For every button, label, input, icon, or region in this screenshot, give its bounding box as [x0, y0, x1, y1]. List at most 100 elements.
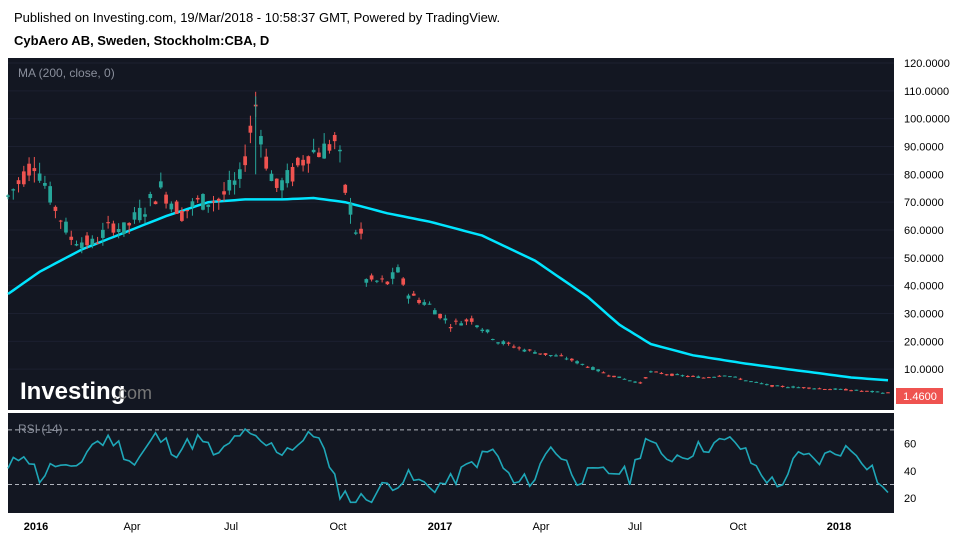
- candle-body: [791, 386, 795, 388]
- candle-body: [53, 206, 58, 211]
- candle-body: [411, 293, 416, 296]
- candle-body: [522, 349, 527, 352]
- candle-body: [680, 375, 685, 377]
- candle-body: [670, 373, 674, 376]
- candle-body: [585, 366, 590, 368]
- candle-body: [538, 353, 543, 355]
- candle-body: [664, 374, 669, 376]
- candle-body: [454, 320, 458, 322]
- candle-body: [27, 163, 31, 176]
- candle-body: [227, 179, 232, 191]
- candle-body: [95, 242, 100, 244]
- candle-body: [174, 201, 179, 214]
- candle-body: [148, 194, 153, 199]
- candle-body: [364, 279, 369, 283]
- price-tick-label: 120.0000: [904, 58, 950, 70]
- time-tick-label: Oct: [729, 521, 746, 533]
- time-tick-label: Jul: [628, 521, 642, 533]
- candle-body: [122, 222, 126, 234]
- candle-body: [490, 339, 495, 341]
- time-tick-label: Jul: [224, 521, 238, 533]
- candle-body: [701, 377, 706, 379]
- candle-body: [717, 375, 722, 377]
- candle-body: [127, 222, 132, 226]
- candle-body: [849, 390, 853, 392]
- candle-body: [290, 166, 295, 182]
- candle-body: [79, 242, 84, 249]
- candle-body: [385, 281, 390, 285]
- time-tick-label: Oct: [329, 521, 346, 533]
- candle-body: [90, 238, 95, 245]
- candle-body: [554, 355, 558, 357]
- candle-body: [517, 347, 521, 349]
- rsi-axis: 60 40 20: [904, 439, 916, 506]
- candle-body: [195, 197, 200, 200]
- candle-body: [301, 159, 305, 166]
- time-axis: 2016 Apr Jul Oct 2017 Apr Jul Oct 2018: [24, 521, 851, 533]
- candle-body: [58, 220, 63, 222]
- candle-body: [432, 310, 437, 315]
- candle-body: [201, 194, 205, 210]
- candle-body: [285, 170, 290, 184]
- candle-body: [448, 327, 453, 329]
- candle-body: [464, 319, 469, 322]
- candle-body: [506, 342, 511, 344]
- time-tick-label: 2016: [24, 521, 48, 533]
- candle-body: [622, 378, 627, 380]
- price-tick-label: 20.0000: [904, 336, 944, 348]
- candle-body: [222, 191, 226, 195]
- candle-body: [443, 318, 448, 321]
- rsi-line: [7, 427, 889, 504]
- candle-body: [685, 375, 690, 377]
- candle-body: [865, 390, 869, 392]
- candle-body: [870, 390, 875, 393]
- candle-body: [317, 152, 321, 158]
- price-tick-label: 50.0000: [904, 253, 944, 265]
- candle-body: [654, 371, 658, 373]
- candle-body: [380, 278, 384, 280]
- candle-body: [11, 189, 16, 191]
- candle-body: [475, 325, 479, 328]
- candle-body: [706, 377, 711, 379]
- candle-body: [844, 388, 848, 391]
- price-tick-label: 30.0000: [904, 309, 944, 321]
- time-tick-label: 2018: [827, 521, 851, 533]
- candle-body: [459, 323, 464, 326]
- ma-line-group: [7, 196, 889, 382]
- candle-body: [206, 204, 211, 207]
- candle-body: [338, 149, 342, 152]
- time-tick-label: Apr: [123, 521, 140, 533]
- candle-body: [691, 375, 695, 377]
- candle-body: [332, 134, 337, 142]
- last-price-badge: 1.4600: [896, 388, 943, 404]
- candle-body: [612, 375, 616, 378]
- candle-body: [306, 156, 311, 164]
- candle-body: [295, 157, 300, 166]
- candle-body: [169, 203, 174, 210]
- candle-body: [764, 384, 769, 386]
- candle-body: [259, 136, 263, 145]
- price-pane: [8, 58, 894, 410]
- candle-body: [74, 244, 79, 246]
- candle-body: [69, 236, 74, 240]
- candle-body: [749, 381, 753, 383]
- candle-body: [559, 355, 564, 357]
- candle-body: [569, 358, 574, 361]
- rsi-tick-label: 60: [904, 439, 916, 451]
- candle-body: [801, 387, 806, 389]
- candle-body: [343, 184, 348, 193]
- candle-body: [886, 392, 890, 394]
- rsi-group: [7, 427, 894, 504]
- candle-body: [311, 149, 316, 153]
- candle-body: [137, 207, 142, 221]
- price-tick-label: 110.0000: [904, 86, 949, 98]
- candle-body: [37, 173, 42, 181]
- candle-body: [770, 385, 774, 387]
- ma-indicator-label: MA (200, close, 0): [18, 66, 115, 80]
- candle-body: [85, 235, 89, 246]
- candle-body: [759, 383, 764, 385]
- candle-body: [106, 222, 110, 224]
- rsi-tick-label: 20: [904, 493, 916, 505]
- candle-body: [775, 385, 780, 387]
